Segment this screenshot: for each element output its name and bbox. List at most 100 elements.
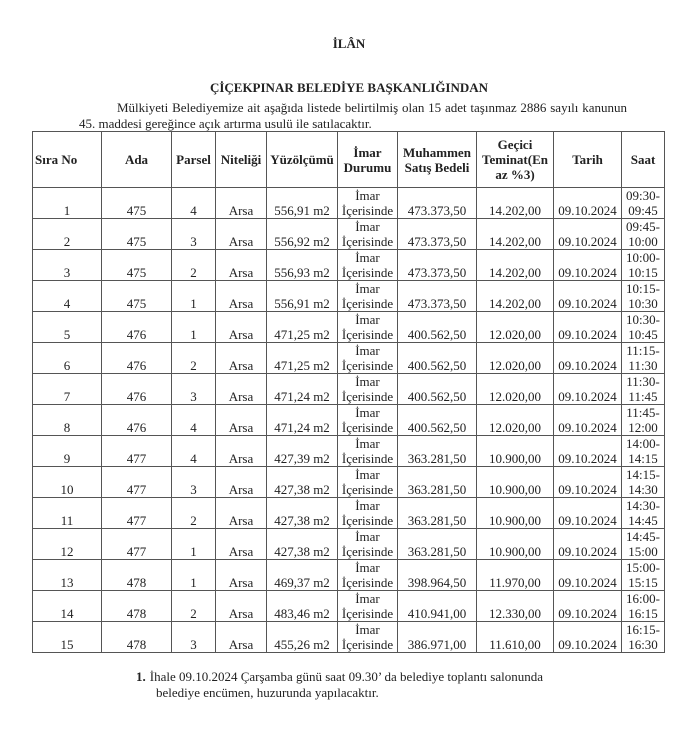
column-header: Yüzölçümü	[266, 131, 338, 188]
imar-cell: İmar İçerisinde	[337, 187, 398, 219]
ada-cell: 476	[101, 342, 172, 374]
nitelik-cell: Arsa	[215, 528, 267, 560]
saat1-text: 11:15-	[626, 343, 660, 358]
nitelik-cell: Arsa	[215, 435, 267, 467]
imar-cell: İmar İçerisinde	[337, 621, 398, 653]
saat1-text: 10:00-	[626, 250, 660, 265]
imar1-text: İmar	[355, 343, 380, 358]
table-row: 7 476 3 Arsa 471,24 m2 İmar İçerisinde 400.562,…	[32, 373, 665, 405]
bedel-cell: 363.281,50	[397, 466, 477, 498]
note-item: 1. İhale 09.10.2024 Çarşamba günü saat 09…	[136, 669, 606, 701]
teminat-cell: 12.020,00	[476, 373, 554, 405]
parsel-cell: 3	[171, 466, 216, 498]
column-header: Saat	[621, 131, 665, 188]
table-row: 9 477 4 Arsa 427,39 m2 İmar İçerisinde 363.281,…	[32, 435, 665, 467]
no-cell: 13	[32, 559, 102, 591]
teminat-cell: 11.610,00	[476, 621, 554, 653]
intro-text: Mülkiyeti Belediyemize ait aşağıda liste…	[79, 100, 627, 131]
saat2-text: 10:30	[628, 296, 658, 311]
saat2-text: 14:15	[628, 451, 658, 466]
parsel-cell: 2	[171, 249, 216, 281]
saat-cell: 15:00- 15:15	[621, 559, 665, 591]
nitelik-cell: Arsa	[215, 249, 267, 281]
imar-cell: İmar İçerisinde	[337, 559, 398, 591]
bedel-cell: 363.281,50	[397, 497, 477, 529]
table-row: 1 475 4 Arsa 556,91 m2 İmar İçerisinde 473.373,…	[32, 187, 665, 219]
table-row: 12 477 1 Arsa 427,38 m2 İmar İçerisinde 363.281…	[32, 528, 665, 560]
ada-cell: 478	[101, 621, 172, 653]
saat1-text: 10:30-	[626, 312, 660, 327]
imar2-text: İçerisinde	[341, 606, 394, 621]
parsel-cell: 3	[171, 373, 216, 405]
column-header: Muhammen Satış Bedeli	[397, 131, 477, 188]
alan-cell: 556,93 m2	[266, 249, 338, 281]
table-row: 3 475 2 Arsa 556,93 m2 İmar İçerisinde 473.373,…	[32, 249, 665, 281]
bedel-cell: 400.562,50	[397, 404, 477, 436]
teminat-cell: 12.020,00	[476, 404, 554, 436]
teminat-cell: 14.202,00	[476, 218, 554, 250]
tarih-cell: 09.10.2024	[553, 528, 622, 560]
parsel-cell: 1	[171, 280, 216, 312]
table-row: 6 476 2 Arsa 471,25 m2 İmar İçerisinde 400.562,…	[32, 342, 665, 374]
teminat-cell: 14.202,00	[476, 187, 554, 219]
imar-cell: İmar İçerisinde	[337, 528, 398, 560]
saat-cell: 16:15- 16:30	[621, 621, 665, 653]
ada-cell: 477	[101, 435, 172, 467]
imar2-text: İçerisinde	[341, 544, 394, 559]
alan-cell: 471,24 m2	[266, 373, 338, 405]
imar1-text: İmar	[355, 312, 380, 327]
tarih-cell: 09.10.2024	[553, 311, 622, 343]
alan-cell: 556,91 m2	[266, 280, 338, 312]
ada-cell: 476	[101, 311, 172, 343]
ada-cell: 475	[101, 187, 172, 219]
alan-cell: 471,24 m2	[266, 404, 338, 436]
no-cell: 11	[32, 497, 102, 529]
saat-cell: 14:45- 15:00	[621, 528, 665, 560]
column-header: Niteliği	[215, 131, 267, 188]
bedel-cell: 363.281,50	[397, 528, 477, 560]
imar2-text: İçerisinde	[341, 420, 394, 435]
saat1-text: 09:30-	[626, 188, 660, 203]
tarih-cell: 09.10.2024	[553, 342, 622, 374]
saat-cell: 10:15- 10:30	[621, 280, 665, 312]
imar2-text: İçerisinde	[341, 327, 394, 342]
column-header: Tarih	[553, 131, 622, 188]
nitelik-cell: Arsa	[215, 342, 267, 374]
no-cell: 7	[32, 373, 102, 405]
saat1-text: 15:00-	[626, 560, 660, 575]
imar-cell: İmar İçerisinde	[337, 249, 398, 281]
saat-cell: 14:15- 14:30	[621, 466, 665, 498]
bedel-cell: 400.562,50	[397, 373, 477, 405]
nitelik-cell: Arsa	[215, 404, 267, 436]
no-cell: 5	[32, 311, 102, 343]
nitelik-cell: Arsa	[215, 187, 267, 219]
nitelik-cell: Arsa	[215, 466, 267, 498]
imar2-text: İçerisinde	[341, 234, 394, 249]
teminat-cell: 14.202,00	[476, 280, 554, 312]
nitelik-cell: Arsa	[215, 621, 267, 653]
saat1-text: 14:00-	[626, 436, 660, 451]
imar2-text: İçerisinde	[341, 203, 394, 218]
teminat-cell: 10.900,00	[476, 435, 554, 467]
column-header: Parsel	[171, 131, 216, 188]
bedel-cell: 410.941,00	[397, 590, 477, 622]
teminat-cell: 12.020,00	[476, 342, 554, 374]
imar-cell: İmar İçerisinde	[337, 590, 398, 622]
saat2-text: 11:45	[628, 389, 658, 404]
parsel-cell: 2	[171, 590, 216, 622]
no-cell: 12	[32, 528, 102, 560]
imar-cell: İmar İçerisinde	[337, 466, 398, 498]
saat1-text: 14:45-	[626, 529, 660, 544]
tarih-cell: 09.10.2024	[553, 249, 622, 281]
bedel-cell: 473.373,50	[397, 280, 477, 312]
alan-cell: 471,25 m2	[266, 342, 338, 374]
notice-subtitle: ÇİÇEKPINAR BELEDİYE BAŞKANLIĞINDAN	[209, 80, 489, 95]
tarih-cell: 09.10.2024	[553, 435, 622, 467]
imar1-text: İmar	[355, 498, 380, 513]
table-row: 5 476 1 Arsa 471,25 m2 İmar İçerisinde 400.562,…	[32, 311, 665, 343]
saat2-text: 10:45	[628, 327, 658, 342]
saat1-text: 14:30-	[626, 498, 660, 513]
saat2-text: 15:00	[628, 544, 658, 559]
note-number: 1.	[136, 669, 146, 684]
saat2-text: 11:30	[628, 358, 658, 373]
